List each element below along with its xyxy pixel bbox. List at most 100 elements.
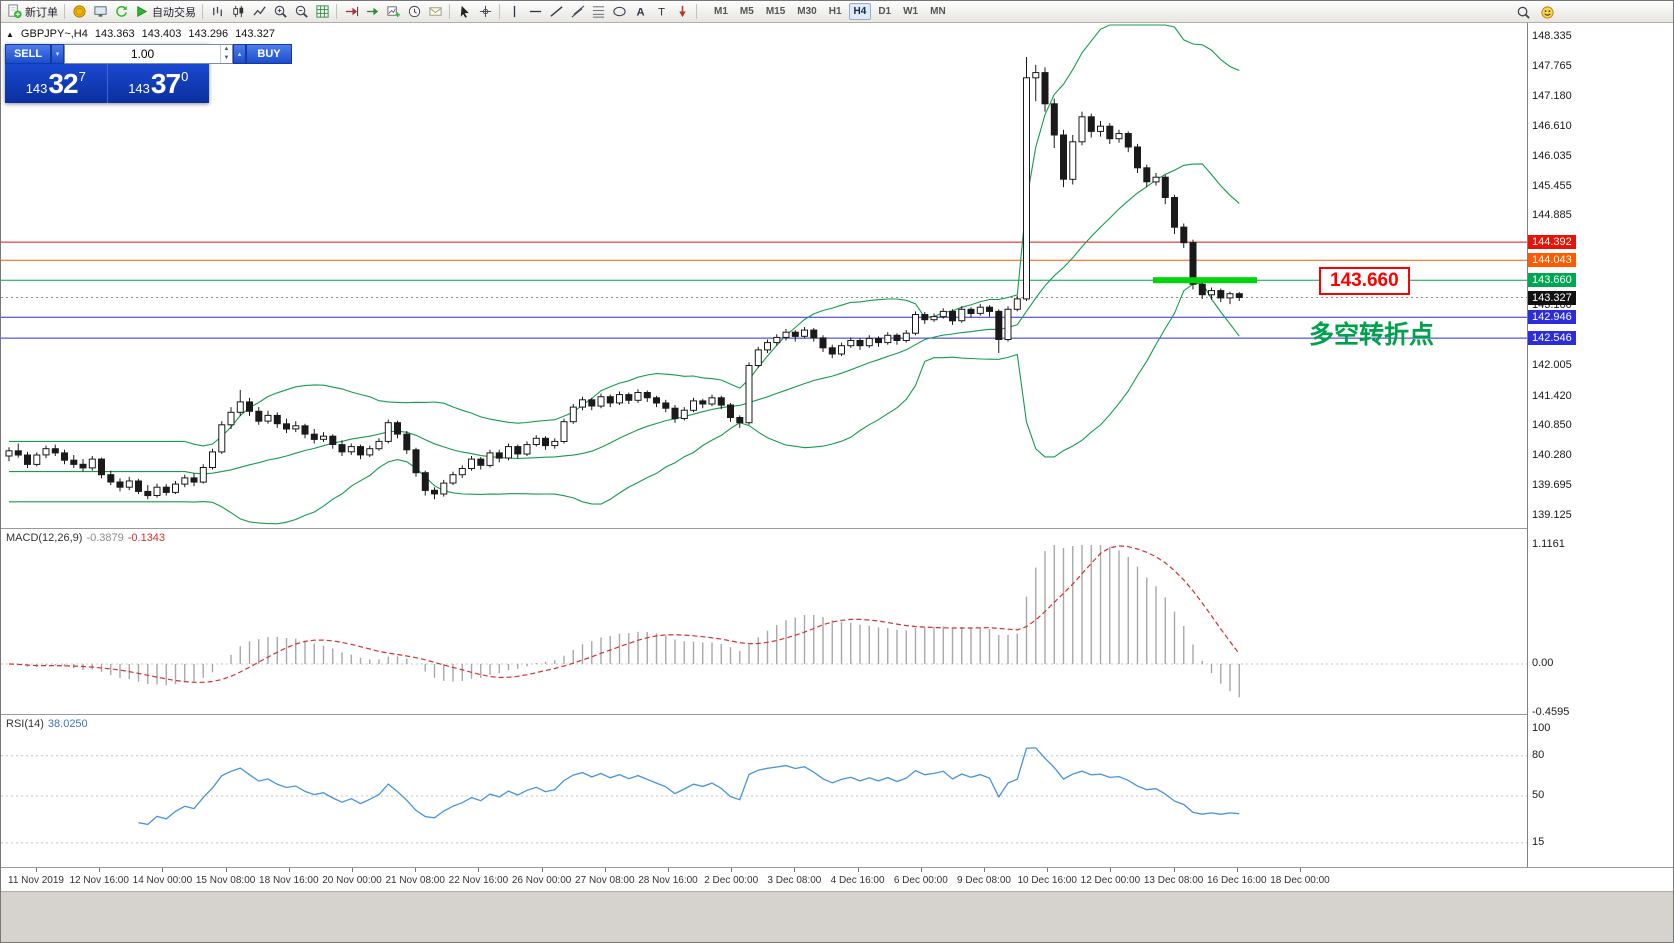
candle-body: [1217, 290, 1225, 299]
period-clock-icon[interactable]: [404, 3, 424, 21]
panel-separator[interactable]: [1, 714, 1673, 715]
candle-body: [819, 337, 827, 349]
refresh-icon[interactable]: [111, 3, 131, 21]
time-tick: [415, 868, 417, 872]
rsi-panel-canvas[interactable]: [1, 715, 1527, 867]
candle-body: [1171, 197, 1178, 228]
fibonacci-icon[interactable]: [588, 3, 608, 21]
buy-price-display[interactable]: 143 37 0: [106, 64, 210, 103]
candle-body: [246, 401, 253, 412]
candle-body: [403, 433, 411, 451]
timeframe-m5[interactable]: M5: [739, 6, 754, 17]
candle-body: [181, 477, 189, 485]
toolbar-separator: [336, 4, 337, 19]
crosshair-icon[interactable]: [475, 3, 495, 21]
autotrading-button[interactable]: 自动交易: [132, 3, 198, 21]
bar-chart-icon[interactable]: [207, 3, 227, 21]
smiley-icon[interactable]: [1537, 3, 1557, 21]
buy-button[interactable]: BUY: [246, 44, 292, 64]
new-order-button[interactable]: 新订单: [5, 3, 60, 21]
candle-body: [79, 463, 87, 469]
macd-axis-label: 1.1161: [1532, 538, 1565, 550]
candle-body: [468, 458, 475, 470]
support-highlight-segment[interactable]: [1153, 277, 1257, 284]
buy-price-pips: 37: [150, 67, 181, 99]
candle-body: [902, 332, 910, 342]
line-chart-icon[interactable]: [249, 3, 269, 21]
mail-icon[interactable]: [425, 3, 445, 21]
candle-body: [847, 340, 855, 347]
timeframe-h4[interactable]: H4: [848, 3, 872, 20]
macd-panel-canvas[interactable]: [1, 529, 1527, 714]
macd-name: MACD(12,26,9): [6, 532, 83, 544]
new-chart-icon[interactable]: [383, 3, 403, 21]
text-icon[interactable]: A: [630, 3, 650, 21]
candle-body: [671, 407, 679, 420]
time-axis-label: 6 Dec 00:00: [893, 875, 948, 886]
time-tick: [1236, 868, 1238, 872]
grid-icon[interactable]: [312, 3, 332, 21]
timeframe-m30[interactable]: M30: [797, 6, 817, 17]
cursor-icon[interactable]: [454, 3, 474, 21]
terminal-icon[interactable]: [90, 3, 110, 21]
timeframe-m1[interactable]: M1: [714, 6, 728, 17]
toolbar-separator: [202, 4, 203, 19]
candlestick-chart-icon[interactable]: [228, 3, 248, 21]
window-bottom-strip: [1, 891, 1673, 942]
level-badge-142.546: 142.546: [1528, 331, 1576, 346]
time-tick: [99, 868, 101, 872]
sell-button[interactable]: SELL: [5, 44, 51, 64]
channel-icon[interactable]: [567, 3, 587, 21]
auto-scroll-icon[interactable]: [362, 3, 382, 21]
candle-body: [542, 437, 549, 447]
candle-body: [514, 446, 522, 455]
timeframe-mn[interactable]: MN: [930, 6, 946, 17]
time-tick: [541, 868, 543, 872]
zoom-out-icon[interactable]: [291, 3, 311, 21]
time-axis[interactable]: 11 Nov 2019 12 Nov 16:00 14 Nov 00:00 15 No…: [1, 867, 1673, 891]
candle-body: [449, 474, 457, 484]
vertical-line-icon[interactable]: [504, 3, 524, 21]
search-icon[interactable]: [1513, 3, 1533, 21]
rsi-line: [138, 747, 1240, 826]
time-axis-label: 18 Dec 00:00: [1270, 875, 1330, 886]
sell-options-arrow[interactable]: ▾: [51, 44, 64, 64]
timeframe-toolbar: M1 M5 M15 M30 H1 H4 D1 W1 MN: [708, 3, 952, 20]
price-chart-canvas[interactable]: [1, 23, 1527, 528]
candle-body: [893, 334, 901, 341]
price-level-annotation-box[interactable]: 143.660: [1319, 267, 1410, 295]
volume-input[interactable]: [65, 45, 220, 63]
volume-spinner[interactable]: ▲ ▼: [220, 45, 232, 63]
zoom-in-icon[interactable]: [270, 3, 290, 21]
horizontal-line-icon[interactable]: [525, 3, 545, 21]
timeframe-h1[interactable]: H1: [828, 6, 842, 17]
buy-options-arrow[interactable]: ▴: [233, 44, 246, 64]
sell-price-pips: 32: [48, 67, 78, 99]
candle-body: [865, 337, 873, 347]
rsi-axis-label: 80: [1532, 748, 1545, 761]
candle-body: [625, 394, 633, 401]
candle-body: [1226, 293, 1234, 299]
time-axis-label: 13 Dec 08:00: [1143, 875, 1204, 886]
timeframe-m15[interactable]: M15: [765, 6, 786, 17]
timeframe-w1[interactable]: W1: [903, 6, 919, 17]
candle-body: [958, 308, 966, 322]
trendline-icon[interactable]: [546, 3, 566, 21]
panel-separator[interactable]: [1, 528, 1673, 529]
trade-panel-toggle-icon[interactable]: ▲: [6, 29, 14, 39]
time-axis-label: 21 Nov 08:00: [385, 875, 445, 886]
shapes-icon[interactable]: [609, 3, 629, 21]
arrows-icon[interactable]: [672, 3, 692, 21]
time-tick: [36, 868, 37, 872]
chart-shift-icon[interactable]: [341, 3, 361, 21]
candle-body: [162, 486, 170, 493]
candle-body: [24, 454, 31, 465]
label-icon[interactable]: T: [651, 3, 671, 21]
macd-signal-value: -0.1343: [127, 532, 166, 544]
sell-price-display[interactable]: 143 32 7: [5, 64, 107, 103]
timeframe-d1[interactable]: D1: [878, 6, 892, 17]
price-axis[interactable]: 148.335 147.765 147.180 146.610 146.035 145.4…: [1527, 23, 1673, 891]
time-tick: [1110, 868, 1112, 872]
mql5-icon[interactable]: [69, 3, 89, 21]
